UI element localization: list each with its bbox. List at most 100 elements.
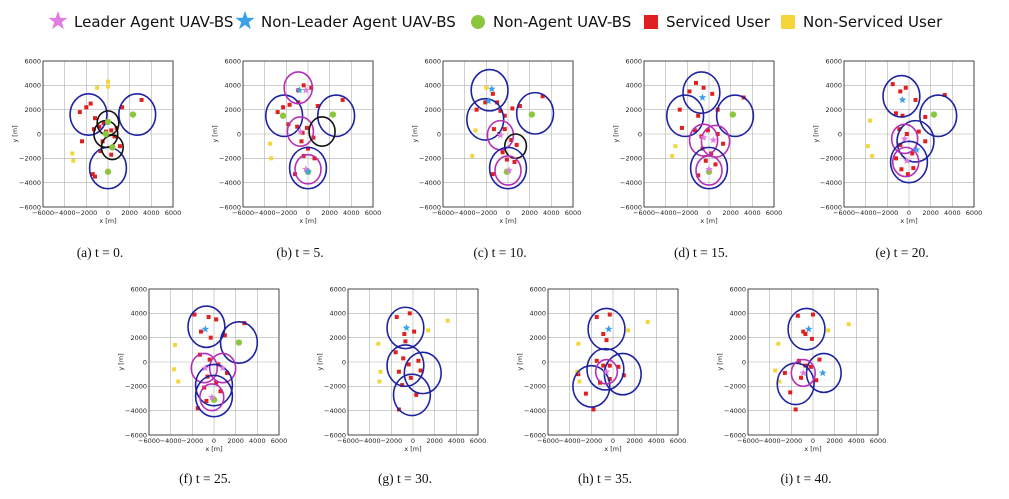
x-axis-label: x [m] — [604, 445, 621, 453]
x-tick-label: −4000 — [359, 437, 381, 445]
nonleader-uav-point — [818, 368, 827, 377]
nonserviced-user-point — [846, 322, 851, 327]
serviced-user-point — [710, 91, 715, 96]
x-tick-label: 0 — [506, 209, 510, 217]
serviced-user-point — [408, 375, 413, 380]
coverage-circle — [715, 94, 755, 138]
serviced-user-point — [900, 113, 905, 118]
legend-label-nonserviced: Non-Serviced User — [803, 13, 943, 31]
serviced-user-point — [202, 385, 207, 390]
x-tick-label: 0 — [212, 437, 216, 445]
y-tick-label: 4000 — [130, 310, 147, 318]
serviced-user-point — [204, 398, 209, 403]
plot-area — [264, 71, 356, 190]
legend-entry-nonleader: Non-Leader Agent UAV-BS — [235, 11, 456, 31]
nonserviced-user-point — [575, 369, 580, 374]
nonserviced-user-point — [426, 328, 431, 333]
subplot-3: −6000−6000−4000−4000−2000−20000020002000… — [411, 57, 581, 260]
x-tick-label: 6000 — [766, 209, 783, 217]
plot-frame — [242, 60, 374, 208]
serviced-user-point — [594, 358, 599, 363]
nonleader-uav-point — [484, 97, 493, 105]
y-tick-label: −4000 — [724, 407, 746, 415]
coverage-circle — [69, 93, 108, 137]
serviced-user-point — [607, 312, 612, 317]
nonagent-uav-point — [104, 168, 112, 175]
serviced-user-point — [293, 172, 297, 177]
x-tick-label: −4000 — [254, 209, 276, 217]
y-tick-label: 6000 — [329, 285, 346, 293]
y-tick-label: −4000 — [820, 179, 842, 187]
leader-uav-point — [505, 166, 513, 174]
plot-area — [665, 71, 755, 190]
y-axis-label: y [m] — [211, 125, 219, 142]
y-tick-label: 0 — [638, 130, 642, 138]
x-tick-label: 2000 — [521, 209, 538, 217]
serviced-user-point — [700, 146, 705, 151]
serviced-user-point — [401, 356, 406, 361]
nonleader-uav-point — [201, 325, 210, 333]
nonserviced-user-point — [870, 153, 875, 158]
subplot-1: −6000−6000−4000−4000−2000−20000020002000… — [11, 57, 181, 260]
y-tick-label: −4000 — [125, 407, 147, 415]
x-tick-label: 0 — [811, 437, 815, 445]
coverage-circle — [695, 155, 723, 186]
y-tick-label: 4000 — [529, 310, 546, 318]
x-tick-label: 6000 — [470, 437, 487, 445]
y-tick-label: 0 — [143, 358, 147, 366]
serviced-user-point — [281, 105, 286, 110]
coverage-circle — [787, 307, 826, 351]
y-tick-label: 6000 — [729, 285, 746, 293]
y-tick-label: −4000 — [524, 407, 546, 415]
nonagent-uav-point — [304, 168, 312, 175]
serviced-user-point — [101, 121, 106, 126]
serviced-user-point — [206, 314, 211, 319]
coverage-circle — [689, 146, 729, 190]
serviced-user-point — [616, 364, 621, 369]
serviced-square-icon — [644, 15, 658, 29]
legend: Leader Agent UAV-BS Non-Leader Agent UAV… — [48, 11, 943, 31]
x-tick-label: 2000 — [626, 437, 643, 445]
coverage-circle — [392, 373, 432, 417]
legend-label-leader: Leader Agent UAV-BS — [74, 13, 233, 31]
coverage-circle — [187, 305, 226, 349]
serviced-user-point — [502, 113, 507, 118]
serviced-user-point — [197, 352, 202, 357]
serviced-user-point — [109, 128, 114, 133]
subplot-8: −6000−6000−4000−4000−2000−20000020002000… — [516, 285, 686, 486]
nonserviced-user-point — [106, 79, 110, 84]
legend-entry-serviced: Serviced User — [644, 13, 771, 31]
plot-frame — [547, 288, 679, 436]
serviced-user-point — [576, 372, 581, 377]
plot-frame — [442, 60, 574, 208]
coverage-circle — [515, 91, 555, 135]
subplot-caption: (a) t = 0. — [77, 245, 124, 260]
serviced-user-point — [340, 97, 345, 102]
coverage-circle — [403, 351, 442, 395]
serviced-user-point — [109, 152, 114, 157]
coverage-circle — [316, 94, 356, 138]
serviced-user-point — [817, 357, 822, 362]
legend-label-nonleader: Non-Leader Agent UAV-BS — [261, 13, 456, 31]
plot-frame — [148, 288, 280, 436]
serviced-user-point — [225, 370, 229, 375]
x-tick-label: 4000 — [543, 209, 560, 217]
y-tick-label: −6000 — [19, 203, 41, 211]
y-axis-label: y [m] — [812, 125, 820, 142]
nonserviced-user-point — [176, 379, 181, 384]
y-tick-label: 0 — [37, 130, 41, 138]
subplot-caption: (e) t = 20. — [875, 245, 928, 260]
plot-area — [865, 74, 958, 184]
serviced-user-point — [77, 110, 82, 115]
serviced-user-point — [495, 100, 500, 105]
serviced-user-point — [299, 139, 304, 144]
coverage-circle — [208, 352, 237, 384]
x-tick-label: 0 — [707, 209, 711, 217]
y-tick-label: −4000 — [219, 179, 241, 187]
x-tick-label: 6000 — [870, 437, 887, 445]
serviced-user-point — [300, 130, 305, 135]
serviced-user-point — [799, 375, 804, 380]
y-tick-label: 0 — [437, 130, 441, 138]
y-tick-label: 2000 — [529, 334, 546, 342]
y-tick-label: −2000 — [620, 155, 642, 163]
